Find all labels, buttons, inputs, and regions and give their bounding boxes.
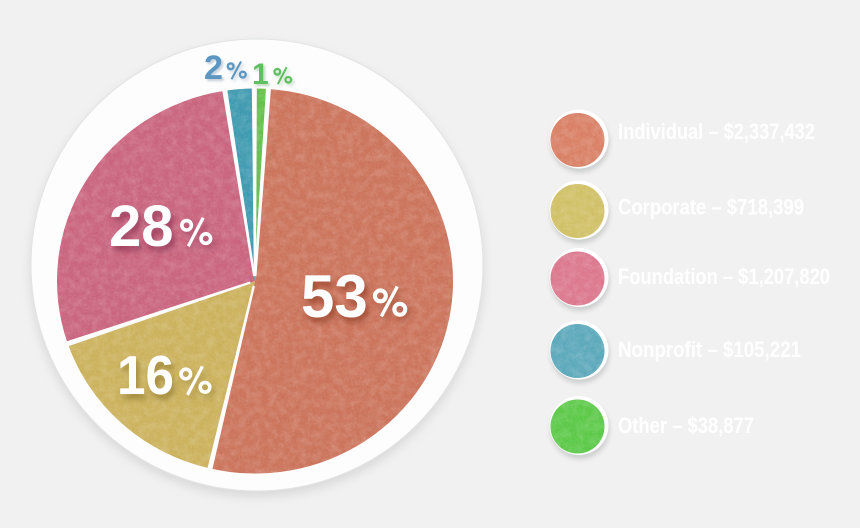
svg-text:Nonprofit – $105,221: Nonprofit – $105,221 <box>618 337 801 362</box>
svg-text:1: 1 <box>252 58 269 91</box>
svg-text:28: 28 <box>109 194 174 259</box>
svg-text:Corporate – $718,399: Corporate – $718,399 <box>618 195 804 220</box>
svg-text:53: 53 <box>301 263 368 330</box>
svg-text:Foundation – $1,207,820: Foundation – $1,207,820 <box>618 264 830 289</box>
svg-text:2: 2 <box>204 49 223 87</box>
svg-text:Other – $38,877: Other – $38,877 <box>618 413 754 438</box>
svg-text:Individual – $2,337,432: Individual – $2,337,432 <box>618 119 815 144</box>
svg-text:16: 16 <box>117 344 174 406</box>
